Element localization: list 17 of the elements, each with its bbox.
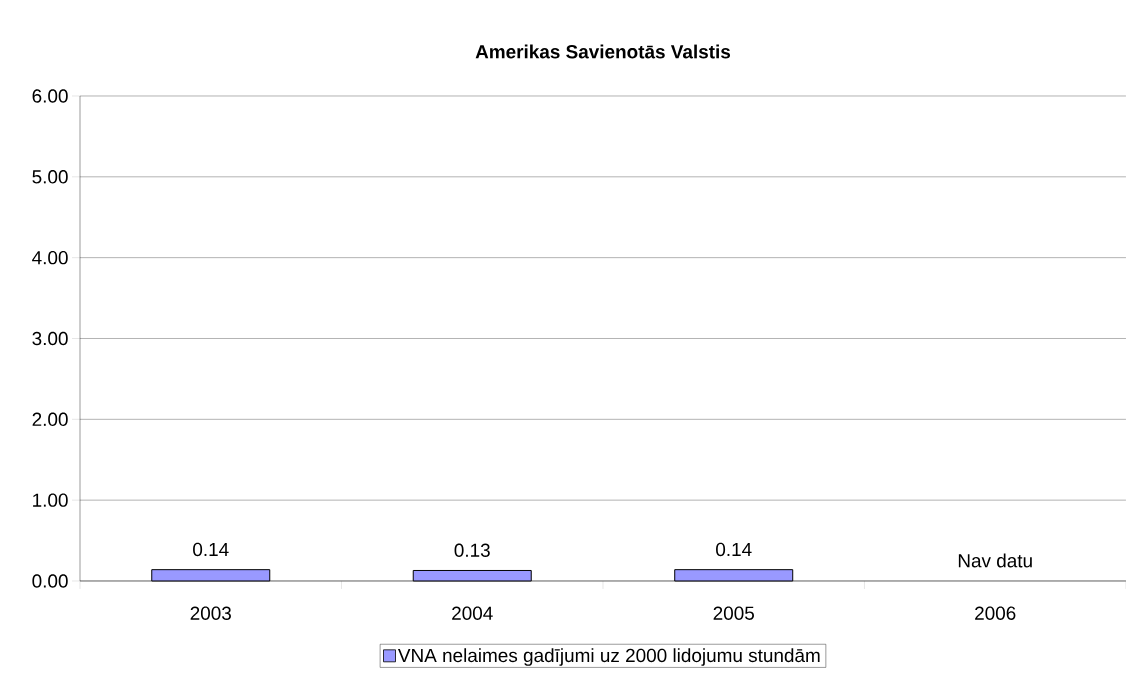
y-tick-label: 3.00 xyxy=(32,331,68,346)
y-tick-label: 1.00 xyxy=(33,493,68,507)
y-tick-label: 0.00 xyxy=(32,574,68,588)
x-tick-label: 2004 xyxy=(452,606,493,620)
y-tick-label: 6.00 xyxy=(32,89,68,103)
y-tick-label: 5.00 xyxy=(32,170,68,184)
data-label: 0.13 xyxy=(454,543,490,557)
legend-label: VNA nelaimes gadījumi uz 2000 lidojumu stundām xyxy=(397,648,820,666)
x-tick-label: 2005 xyxy=(713,606,754,620)
x-tick-label: 2006 xyxy=(975,606,1016,620)
y-tick-label: 4.00 xyxy=(32,250,68,265)
data-label: 0.14 xyxy=(716,542,752,557)
y-tick-label: 2.00 xyxy=(32,412,68,427)
chart-title: Amerikas Savienotās Valstis xyxy=(475,44,731,59)
data-label: 0.14 xyxy=(193,542,229,557)
x-tick-label: 2003 xyxy=(190,606,231,620)
text: Nav datu xyxy=(958,553,1032,568)
